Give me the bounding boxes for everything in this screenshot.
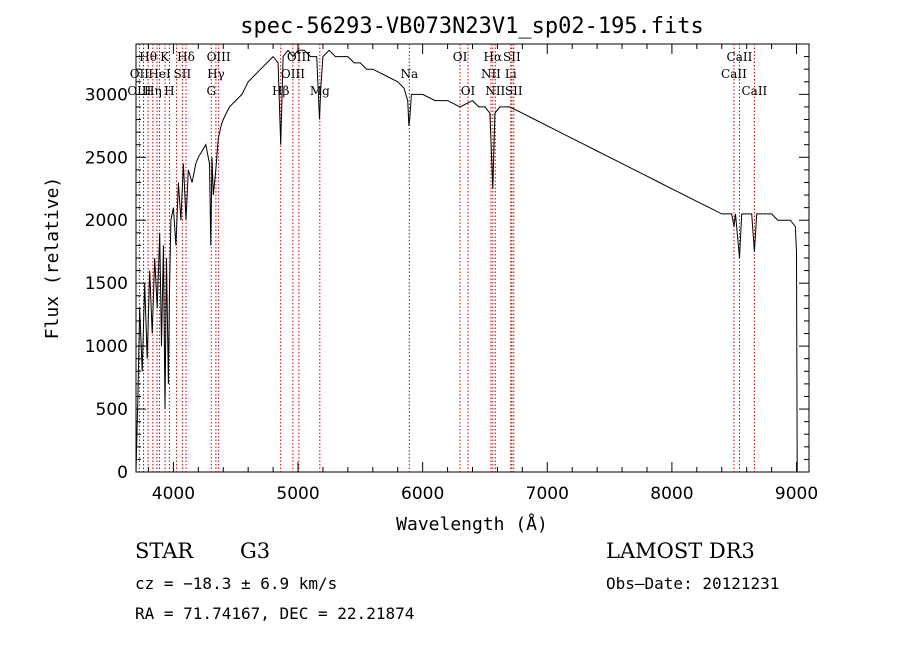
line-label: OIII (281, 67, 305, 81)
line-label: SII (505, 84, 523, 98)
line-label: Hη (144, 84, 162, 98)
line-label: Mg (310, 84, 330, 98)
object-subclass: G3 (240, 539, 270, 563)
survey-name: LAMOST DR3 (606, 539, 755, 563)
line-label: G (206, 84, 216, 98)
x-tick-label: 5000 (276, 484, 319, 504)
x-axis: 4000 5000 6000 7000 8000 9000 (147, 44, 818, 504)
line-label: OIII (287, 50, 311, 64)
line-label: OII (130, 67, 150, 81)
line-label: SII (503, 50, 521, 64)
line-label: OI (461, 84, 476, 98)
x-tick-label: 9000 (775, 484, 818, 504)
line-label: SII (174, 67, 192, 81)
y-axis-label: Flux (relative) (42, 177, 63, 340)
y-tick-label: 2500 (85, 148, 128, 168)
line-label: Hγ (207, 67, 225, 81)
spectral-line-markers (138, 44, 755, 472)
line-label: CaII (727, 50, 753, 64)
line-label: Na (400, 67, 418, 81)
line-label: Hθ (139, 50, 157, 64)
y-tick-label: 2000 (85, 211, 128, 231)
line-label: Li (505, 67, 517, 81)
line-label: OI (453, 50, 468, 64)
x-tick-label: 8000 (650, 484, 693, 504)
chart-title: spec-56293-VB073N23V1_sp02-195.fits (240, 14, 704, 39)
y-tick-label: 1500 (85, 274, 128, 294)
object-class: STAR (135, 539, 194, 563)
y-axis: 0 500 1000 1500 2000 2500 3000 (85, 43, 809, 483)
line-label: CaII (721, 67, 747, 81)
line-label: HeI (148, 67, 171, 81)
x-tick-label: 7000 (526, 484, 569, 504)
line-label: Hδ (177, 50, 195, 64)
obs-date: Obs–Date: 20121231 (606, 574, 779, 593)
line-label: K (160, 50, 170, 64)
line-label: OIII (207, 50, 231, 64)
line-label: Hα (484, 50, 503, 64)
x-axis-label: Wavelength (Å) (396, 513, 548, 535)
y-tick-label: 1000 (85, 337, 128, 357)
ra-dec: RA = 71.74167, DEC = 22.21874 (135, 604, 414, 623)
line-label: H (164, 84, 174, 98)
line-label: Hβ (272, 84, 289, 98)
plot-frame (135, 43, 810, 473)
y-tick-label: 3000 (85, 85, 128, 105)
x-tick-label: 4000 (152, 484, 195, 504)
redshift-cz: cz = −18.3 ± 6.9 km/s (135, 574, 337, 593)
line-label: CaII (741, 84, 767, 98)
line-label: NII (485, 84, 505, 98)
y-tick-label: 500 (96, 400, 128, 420)
x-tick-label: 6000 (401, 484, 444, 504)
y-tick-label: 0 (117, 463, 128, 483)
line-label: NII (481, 67, 501, 81)
flux-series-line (135, 49, 798, 473)
